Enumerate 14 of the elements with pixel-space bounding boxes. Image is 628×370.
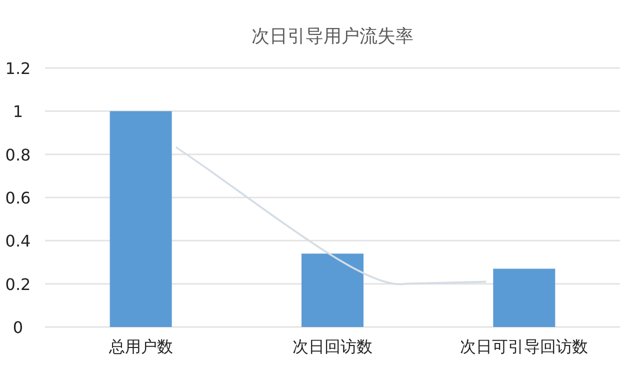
y-tick-label: 1.2 xyxy=(5,59,31,78)
y-tick-label: 0 xyxy=(12,318,24,337)
x-tick-label: 总用户数 xyxy=(108,337,173,356)
y-tick-label: 1 xyxy=(12,102,24,122)
chart-title: 次日引导用户流失率 xyxy=(252,26,414,47)
bar xyxy=(110,111,172,327)
x-tick-label: 次日回访数 xyxy=(292,337,372,356)
bar xyxy=(302,254,364,327)
y-tick-label: 0.6 xyxy=(5,188,31,208)
y-tick-label: 0.8 xyxy=(5,145,31,164)
y-tick-label: 0.2 xyxy=(5,274,31,294)
x-tick-label: 次日可引导回访数 xyxy=(460,337,588,356)
y-tick-label: 0.4 xyxy=(5,232,31,251)
bar xyxy=(493,268,556,327)
